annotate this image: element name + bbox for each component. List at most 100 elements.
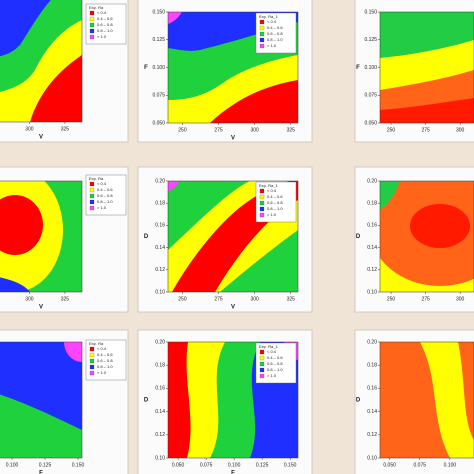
plot-frame — [167, 341, 299, 459]
x-tick-label: 0.100 — [444, 462, 457, 468]
y-tick-label: 0.10 — [367, 289, 377, 295]
region — [0, 195, 43, 255]
y-axis-label: D — [356, 234, 361, 240]
legend-title: Exp. Ra — [89, 176, 104, 181]
y-tick-label: 0.075 — [152, 93, 165, 99]
legend-label: 0.8 – 1.0 — [97, 364, 113, 369]
legend-swatch — [259, 37, 265, 43]
y-axis-label: D — [144, 234, 149, 240]
y-tick-label: 0.20 — [367, 339, 377, 345]
legend-label: < 0.4 — [267, 349, 277, 354]
x-tick-label: 325 — [287, 296, 296, 302]
legend-swatch — [89, 346, 95, 352]
y-axis-label: F — [356, 65, 360, 71]
x-tick-label: 250 — [387, 127, 396, 133]
y-tick-label: 0.12 — [155, 432, 165, 438]
y-tick-label: 0.18 — [155, 363, 165, 369]
y-axis-label: F — [144, 65, 148, 71]
contour-plot — [0, 342, 82, 458]
x-tick-label: 275 — [214, 127, 223, 133]
legend-label: < 0.4 — [97, 346, 107, 351]
x-tick-label: 300 — [25, 296, 34, 302]
y-tick-label: 0.150 — [152, 9, 165, 15]
legend-swatch — [89, 187, 95, 193]
y-tick-label: 0.20 — [155, 339, 165, 345]
y-tick-label: 0.16 — [367, 223, 377, 229]
x-tick-label: 0.050 — [383, 462, 396, 468]
legend-swatch — [259, 19, 265, 25]
region — [168, 181, 180, 192]
x-tick-label: 275 — [421, 127, 430, 133]
y-axis-label: D — [356, 398, 361, 404]
y-tick-label: 0.075 — [364, 93, 377, 99]
plot-frame — [0, 341, 83, 459]
y-tick-label: 0.12 — [155, 267, 165, 273]
x-tick-label: 0.075 — [414, 462, 427, 468]
region — [380, 181, 400, 210]
legend-label: 0.6 – 0.8 — [97, 193, 113, 198]
legend-swatch — [89, 370, 95, 376]
x-tick-label: 275 — [421, 296, 430, 302]
region — [380, 12, 474, 58]
legend-swatch — [89, 364, 95, 370]
y-tick-label: 0.16 — [155, 386, 165, 392]
x-tick-label: 0.100 — [228, 462, 241, 468]
y-tick-label: 0.20 — [367, 178, 377, 184]
y-axis-label: D — [144, 398, 149, 404]
legend-swatch — [259, 200, 265, 206]
y-tick-label: 0.18 — [367, 363, 377, 369]
x-tick-label: 300 — [25, 126, 34, 132]
legend-swatch — [89, 205, 95, 211]
region — [458, 342, 474, 440]
y-tick-label: 0.14 — [155, 409, 165, 415]
legend-label: 0.8 – 1.0 — [267, 37, 283, 42]
legend-label: 0.6 – 0.8 — [97, 358, 113, 363]
plot-frame — [167, 180, 299, 293]
legend-swatch — [89, 22, 95, 28]
region — [410, 204, 470, 248]
contour-plot — [168, 342, 298, 458]
y-tick-label: 0.16 — [155, 223, 165, 229]
legend-swatch — [89, 352, 95, 358]
legend-swatch — [89, 10, 95, 16]
region — [64, 342, 82, 362]
x-tick-label: 0.125 — [39, 462, 52, 468]
contour-plot — [380, 12, 474, 123]
legend-title: Exp. Ra_1 — [259, 14, 278, 19]
plot-frame — [0, 180, 83, 293]
legend-label: > 1.0 — [97, 370, 107, 375]
y-tick-label: 0.12 — [367, 432, 377, 438]
contour-plot — [0, 0, 82, 122]
y-tick-label: 0.125 — [364, 37, 377, 43]
legend-swatch — [89, 28, 95, 34]
x-tick-label: 0.050 — [172, 462, 185, 468]
legend-swatch — [259, 373, 265, 379]
x-tick-label: 0.150 — [72, 462, 85, 468]
x-tick-label: 325 — [61, 296, 70, 302]
x-tick-label: 0.150 — [284, 462, 297, 468]
legend-label: 0.8 – 1.0 — [267, 206, 283, 211]
x-axis-label: V — [39, 305, 43, 311]
region — [168, 342, 191, 458]
legend-swatch — [89, 181, 95, 187]
legend-label: 0.4 – 0.6 — [267, 194, 283, 199]
legend-title: Exp. Ra — [89, 5, 104, 10]
x-tick-label: 325 — [287, 127, 296, 133]
legend-label: 0.4 – 0.6 — [97, 16, 113, 21]
x-tick-label: 0.125 — [256, 462, 269, 468]
legend-swatch — [259, 355, 265, 361]
legend-title: Exp. Ra_1 — [259, 183, 278, 188]
legend-label: 0.8 – 1.0 — [97, 28, 113, 33]
x-tick-label: 300 — [456, 296, 465, 302]
legend-label: 0.4 – 0.6 — [267, 355, 283, 360]
y-tick-label: 0.16 — [367, 386, 377, 392]
y-tick-label: 0.100 — [364, 65, 377, 71]
legend-title: Exp. Ra_1 — [259, 344, 278, 349]
y-tick-label: 0.18 — [155, 201, 165, 207]
x-axis-label: F — [39, 471, 43, 474]
x-tick-label: 250 — [178, 296, 187, 302]
legend-label: > 1.0 — [267, 373, 277, 378]
legend-swatch — [89, 16, 95, 22]
legend-label: 0.6 – 0.8 — [267, 200, 283, 205]
